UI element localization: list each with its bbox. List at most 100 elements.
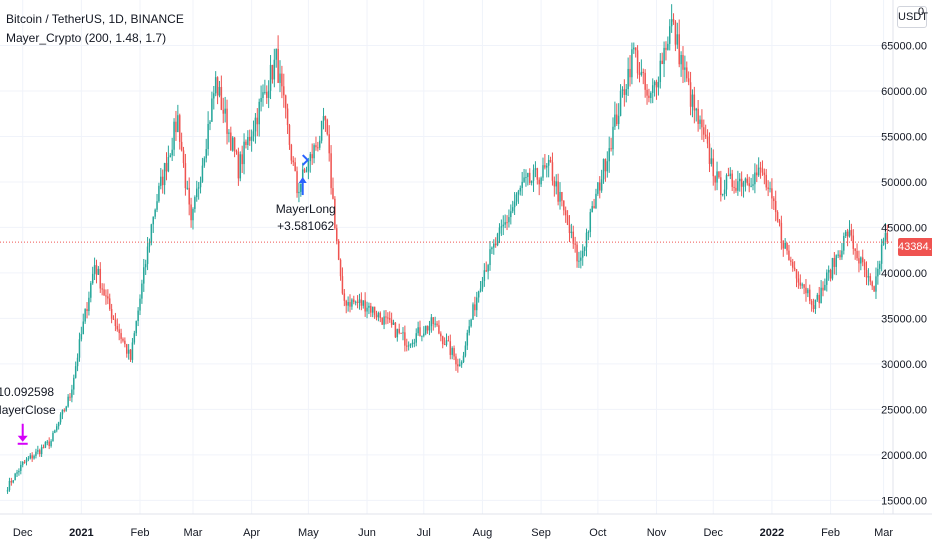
x-tick-label: Dec <box>703 527 723 539</box>
candle-body <box>665 47 667 50</box>
candle-body <box>614 114 616 127</box>
candle-body <box>214 77 217 94</box>
candle-body <box>481 281 484 289</box>
candle-body <box>841 250 843 258</box>
candle-body <box>402 332 404 334</box>
candle-body <box>797 278 800 283</box>
candle-body <box>737 181 739 191</box>
candle-body <box>37 450 39 452</box>
candle-body <box>805 287 807 294</box>
candle-body <box>820 287 822 304</box>
candle-body <box>494 243 497 246</box>
candle-body <box>38 450 41 455</box>
candle-body <box>593 206 595 208</box>
candle-body <box>186 187 189 189</box>
candle-body <box>483 270 486 282</box>
candle-body <box>663 47 665 65</box>
candle-body <box>640 71 643 75</box>
candle-body <box>555 181 557 187</box>
candle-body <box>667 43 669 50</box>
candle-body <box>107 296 109 299</box>
candle-body <box>71 389 73 398</box>
candle-body <box>809 289 811 301</box>
y-tick-label: 20000.00 <box>881 450 927 462</box>
candle-body <box>882 239 885 245</box>
candle-body <box>63 409 66 411</box>
candle-body <box>428 326 431 331</box>
current-price-tag: 43384.17 <box>898 238 932 256</box>
candle-body <box>131 342 134 360</box>
candle-body <box>356 301 359 303</box>
candle-body <box>203 158 206 166</box>
candle-body <box>209 121 211 124</box>
candle-body <box>513 201 516 208</box>
candle-body <box>733 186 735 188</box>
candle-body <box>546 165 548 168</box>
candle-body <box>774 201 777 213</box>
candle-body <box>682 55 684 70</box>
candle-body <box>445 340 448 345</box>
candle-body <box>716 171 718 183</box>
candle-body <box>871 281 873 287</box>
candle-body <box>538 179 540 185</box>
candle-body <box>651 85 654 93</box>
grid-lines <box>0 0 893 514</box>
candle-body <box>493 243 495 248</box>
candle-body <box>404 332 406 346</box>
long-signal-chevron-icon <box>302 154 310 166</box>
x-tick-label: Jun <box>358 527 376 539</box>
candle-body <box>706 136 709 144</box>
candle-body <box>625 89 627 95</box>
candle-body <box>152 216 154 225</box>
candle-body <box>608 148 610 162</box>
candle-body <box>226 108 228 134</box>
candle-body <box>341 276 344 294</box>
candle-body <box>281 73 283 87</box>
candle-body <box>451 348 453 355</box>
candle-body <box>602 159 605 180</box>
candle-body <box>112 318 115 320</box>
candle-body <box>432 317 435 325</box>
candle-body <box>564 210 567 216</box>
candle-body <box>120 333 122 339</box>
candle-body <box>368 305 370 308</box>
candle-body <box>633 47 635 50</box>
candle-body <box>48 441 50 447</box>
candle-body <box>254 117 257 132</box>
candle-body <box>42 447 45 449</box>
candle-body <box>124 340 126 345</box>
candle-body <box>782 240 785 249</box>
candle-body <box>16 472 18 474</box>
candle-body <box>160 176 162 186</box>
candle-body <box>848 230 851 237</box>
candle-body <box>636 50 639 74</box>
candle-body <box>175 121 177 133</box>
candle-body <box>260 97 262 102</box>
candle-body <box>243 141 245 165</box>
candle-body <box>146 246 149 265</box>
candle-body <box>288 125 291 145</box>
candle-body <box>744 178 747 183</box>
currency-unit-button[interactable]: USDT <box>897 6 928 28</box>
candle-body <box>413 342 416 344</box>
candle-body <box>822 287 824 291</box>
candle-body <box>76 357 79 367</box>
candle-body <box>725 175 728 190</box>
candle-body <box>95 265 98 275</box>
close-signal-arrow-icon <box>17 435 28 442</box>
candle-body <box>21 461 24 465</box>
candle-body <box>754 172 756 185</box>
candle-body <box>786 242 788 251</box>
candle-body <box>621 89 624 91</box>
candle-body <box>197 187 200 189</box>
candle-body <box>201 165 204 182</box>
candle-body <box>373 306 376 315</box>
candle-body <box>693 94 696 111</box>
candle-body <box>581 250 584 258</box>
candle-body <box>810 300 813 306</box>
x-tick-label: Mar <box>184 527 203 539</box>
candle-body <box>812 305 815 310</box>
candle-body <box>110 309 113 319</box>
